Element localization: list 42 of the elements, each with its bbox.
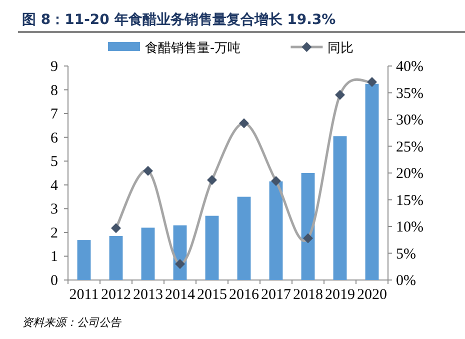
y-tick-label: 0 (50, 273, 58, 289)
y2-tick-label: 5% (396, 246, 416, 262)
y-tick-label: 2 (50, 225, 58, 242)
bar (365, 84, 379, 280)
legend-label: 同比 (328, 41, 354, 56)
bar (109, 236, 123, 280)
bar (269, 181, 283, 280)
y-tick-label: 8 (50, 82, 58, 99)
x-tick-label: 2011 (69, 287, 99, 303)
y2-tick-label: 35% (396, 86, 424, 102)
y-tick-label: 7 (50, 106, 58, 123)
y-tick-label: 4 (50, 178, 58, 194)
bar (141, 228, 155, 280)
x-tick-label: 2017 (261, 287, 292, 303)
legend-label: 食醋销售量-万吨 (145, 41, 241, 56)
bar (301, 173, 315, 280)
bar (237, 196, 251, 280)
x-tick-label: 2012 (101, 287, 131, 303)
y2-tick-label: 40% (396, 59, 424, 75)
x-tick-label: 2016 (229, 287, 260, 303)
y2-tick-label: 25% (396, 139, 424, 156)
y2-tick-label: 30% (396, 112, 424, 128)
x-tick-label: 2015 (197, 287, 227, 303)
y-tick-label: 3 (50, 202, 58, 218)
y2-tick-label: 0% (396, 273, 416, 289)
x-tick-label: 2013 (133, 287, 163, 303)
x-tick-label: 2014 (165, 287, 196, 303)
bar (333, 136, 347, 280)
x-tick-label: 2019 (325, 287, 355, 303)
y2-tick-label: 10% (396, 220, 424, 236)
y-tick-label: 6 (50, 130, 58, 146)
y2-tick-label: 15% (396, 192, 424, 209)
x-tick-label: 2018 (293, 287, 323, 303)
y-tick-label: 1 (50, 249, 58, 266)
text: 资料来源：公司公告 (22, 316, 122, 329)
y-tick-label: 9 (50, 59, 58, 75)
y-tick-label: 5 (50, 154, 58, 170)
y2-tick-label: 20% (396, 166, 424, 182)
bar (205, 216, 219, 280)
chart-title: 图 8：11-20 年食醋业务销售量复合增长 19.3% (22, 12, 336, 28)
bar (77, 240, 91, 280)
x-tick-label: 2020 (357, 287, 387, 303)
